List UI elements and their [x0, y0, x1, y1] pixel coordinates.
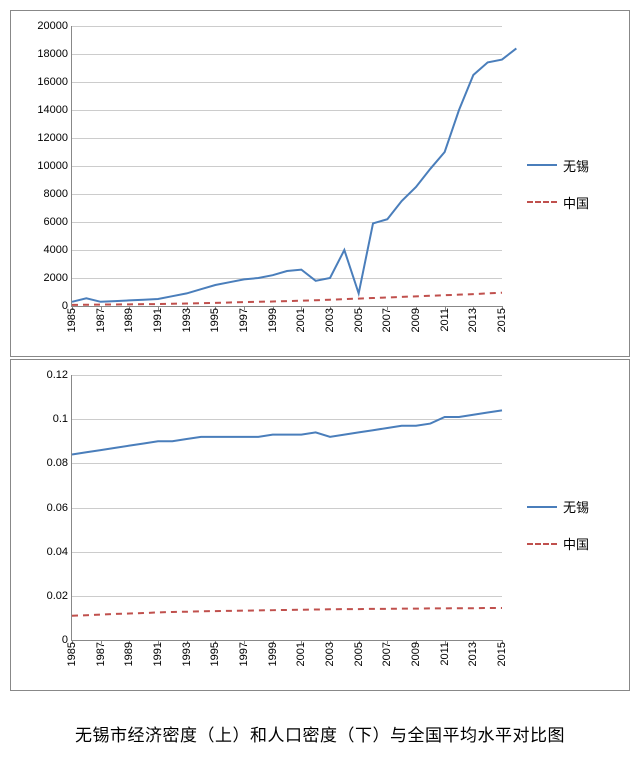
chart1-main: 0200040006000800010000120001400016000180…	[11, 11, 519, 356]
legend-label: 无锡	[563, 156, 589, 175]
chart2-legend: 无锡中国	[519, 360, 629, 690]
x-tick-label: 2015	[496, 306, 508, 332]
x-tick-label: 1989	[123, 640, 135, 666]
x-tick-label: 2011	[439, 640, 451, 666]
x-tick-label: 2007	[381, 640, 393, 666]
population-density-chart: 00.020.040.060.080.10.121985198719891991…	[10, 359, 630, 691]
legend-item-无锡: 无锡	[527, 497, 629, 516]
y-tick-label: 10000	[37, 160, 72, 172]
y-tick-label: 6000	[44, 216, 72, 228]
x-tick-label: 1985	[66, 640, 78, 666]
y-tick-label: 20000	[37, 20, 72, 32]
series-line-无锡	[72, 48, 516, 301]
legend-swatch	[527, 506, 557, 508]
x-tick-label: 2003	[324, 306, 336, 332]
y-tick-label: 0.06	[47, 502, 72, 514]
x-tick-label: 1999	[267, 306, 279, 332]
x-tick-label: 2001	[295, 640, 307, 666]
series-line-中国	[72, 293, 502, 305]
legend-item-无锡: 无锡	[527, 156, 629, 175]
y-tick-label: 12000	[37, 132, 72, 144]
x-tick-label: 2001	[295, 306, 307, 332]
legend-label: 中国	[563, 193, 589, 212]
x-tick-label: 1993	[181, 640, 193, 666]
legend-item-中国: 中国	[527, 534, 629, 553]
x-tick-label: 2013	[467, 640, 479, 666]
y-tick-label: 2000	[44, 272, 72, 284]
x-tick-label: 2007	[381, 306, 393, 332]
y-tick-label: 4000	[44, 244, 72, 256]
x-tick-label: 1997	[238, 306, 250, 332]
series-line-中国	[72, 608, 502, 616]
chart2-main: 00.020.040.060.080.10.121985198719891991…	[11, 360, 519, 690]
legend-swatch	[527, 164, 557, 166]
legend-label: 中国	[563, 534, 589, 553]
y-tick-label: 14000	[37, 104, 72, 116]
series-line-无锡	[72, 410, 502, 454]
plot-area: 0200040006000800010000120001400016000180…	[71, 26, 502, 307]
legend-swatch	[527, 201, 557, 203]
plot-area: 00.020.040.060.080.10.121985198719891991…	[71, 375, 502, 641]
chart1-legend: 无锡中国	[519, 11, 629, 356]
x-tick-label: 1987	[95, 640, 107, 666]
x-tick-label: 1995	[209, 306, 221, 332]
y-tick-label: 16000	[37, 76, 72, 88]
x-tick-label: 1991	[152, 306, 164, 332]
y-tick-label: 0.04	[47, 546, 72, 558]
economic-density-chart: 0200040006000800010000120001400016000180…	[10, 10, 630, 357]
x-tick-label: 2003	[324, 640, 336, 666]
x-tick-label: 2009	[410, 640, 422, 666]
x-tick-label: 1993	[181, 306, 193, 332]
x-tick-label: 1987	[95, 306, 107, 332]
series-svg	[72, 26, 502, 306]
x-tick-label: 1985	[66, 306, 78, 332]
x-tick-label: 1995	[209, 640, 221, 666]
legend-label: 无锡	[563, 497, 589, 516]
x-tick-label: 2013	[467, 306, 479, 332]
x-tick-label: 1989	[123, 306, 135, 332]
x-tick-label: 2009	[410, 306, 422, 332]
x-tick-label: 1991	[152, 640, 164, 666]
x-tick-label: 1999	[267, 640, 279, 666]
y-tick-label: 8000	[44, 188, 72, 200]
y-tick-label: 0.08	[47, 457, 72, 469]
x-tick-label: 2005	[353, 306, 365, 332]
y-tick-label: 18000	[37, 48, 72, 60]
y-tick-label: 0.02	[47, 590, 72, 602]
x-tick-label: 2011	[439, 306, 451, 332]
legend-swatch	[527, 543, 557, 545]
series-svg	[72, 375, 502, 640]
y-tick-label: 0.1	[53, 413, 72, 425]
caption: 无锡市经济密度（上）和人口密度（下）与全国平均水平对比图	[10, 721, 630, 746]
y-tick-label: 0.12	[47, 369, 72, 381]
x-tick-label: 2015	[496, 640, 508, 666]
x-tick-label: 1997	[238, 640, 250, 666]
x-tick-label: 2005	[353, 640, 365, 666]
legend-item-中国: 中国	[527, 193, 629, 212]
